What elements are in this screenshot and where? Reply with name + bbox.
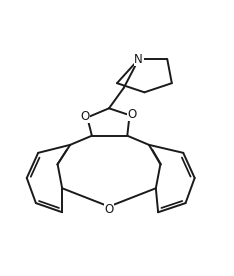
Text: N: N xyxy=(134,53,143,66)
Text: O: O xyxy=(80,110,89,123)
Text: O: O xyxy=(104,203,114,216)
Text: O: O xyxy=(128,108,137,121)
